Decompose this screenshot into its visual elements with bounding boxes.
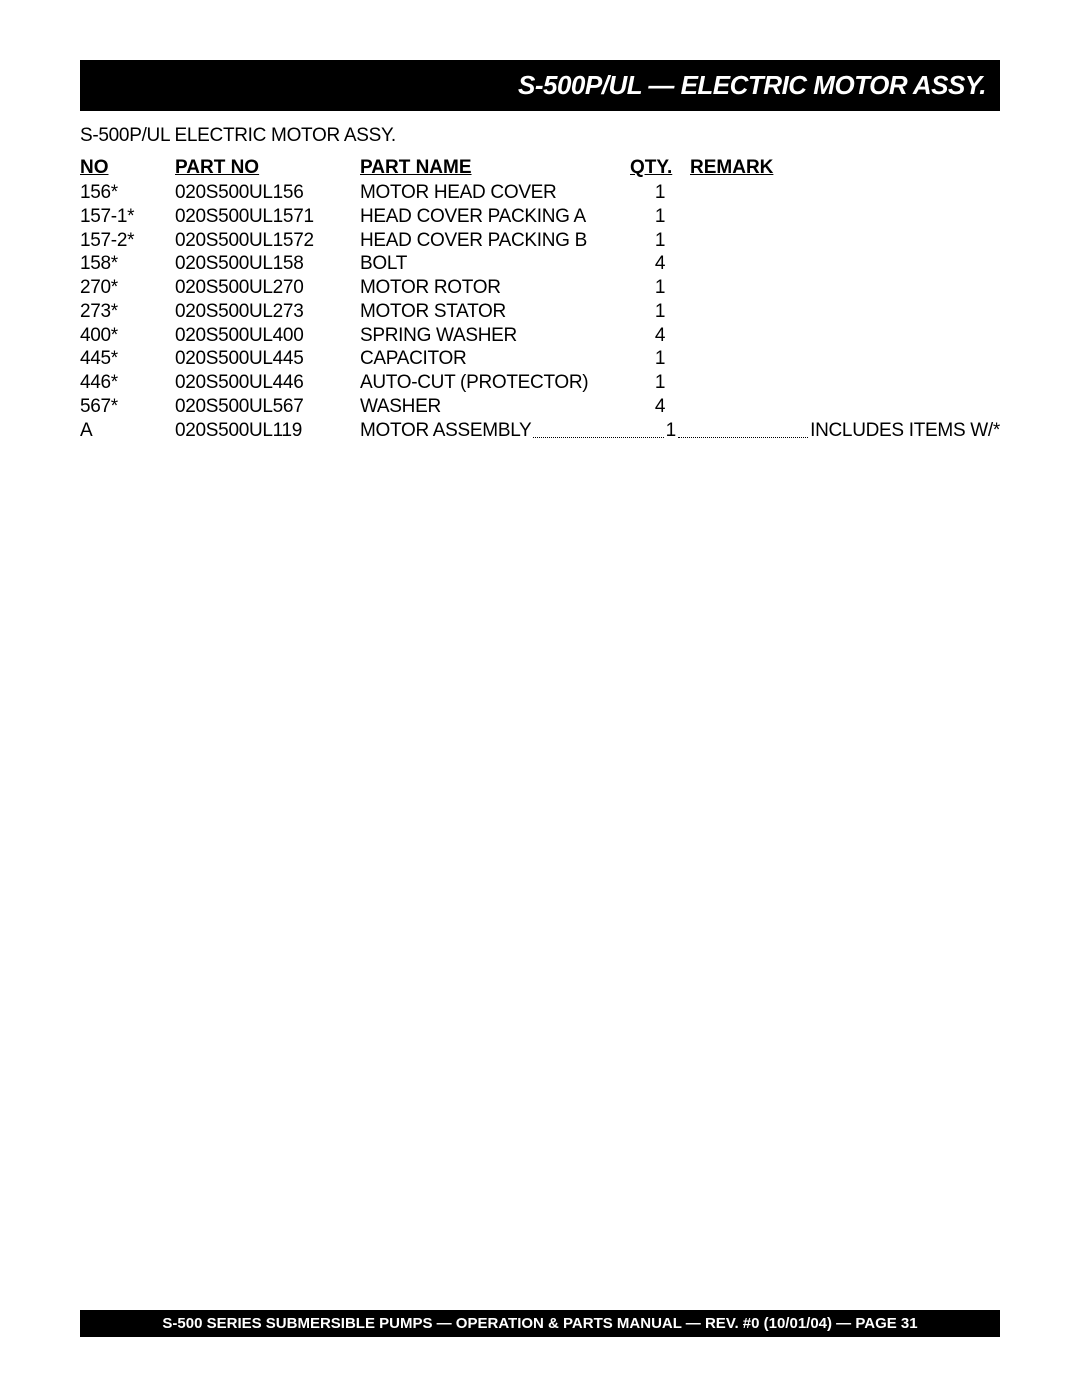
cell-part-no: 020S500UL445: [175, 347, 360, 371]
cell-no: 567*: [80, 395, 175, 419]
cell-remark: [690, 252, 1000, 276]
cell-part-no: 020S500UL270: [175, 276, 360, 300]
cell-remark: [690, 300, 1000, 324]
table-row: 157-2* 020S500UL1572 HEAD COVER PACKING …: [80, 229, 1000, 253]
cell-qty: 1: [630, 229, 690, 253]
col-header-remark: REMARK: [690, 157, 1000, 181]
col-header-part-no: PART NO: [175, 157, 360, 181]
cell-part-name: MOTOR ROTOR: [360, 276, 630, 300]
table-row: 445* 020S500UL445 CAPACITOR 1: [80, 347, 1000, 371]
cell-part-name: MOTOR ASSEMBLY: [360, 419, 531, 443]
cell-qty: 1: [630, 300, 690, 324]
footer-text: S-500 SERIES SUBMERSIBLE PUMPS — OPERATI…: [162, 1315, 917, 1332]
cell-no: 158*: [80, 252, 175, 276]
page-title-text: S-500P/UL — ELECTRIC MOTOR ASSY.: [518, 70, 986, 100]
cell-remark: [690, 181, 1000, 205]
table-row: 270* 020S500UL270 MOTOR ROTOR 1: [80, 276, 1000, 300]
cell-remark: [690, 229, 1000, 253]
table-row: 446* 020S500UL446 AUTO-CUT (PROTECTOR) 1: [80, 371, 1000, 395]
table-row: 273* 020S500UL273 MOTOR STATOR 1: [80, 300, 1000, 324]
cell-no: 446*: [80, 371, 175, 395]
cell-part-name: CAPACITOR: [360, 347, 630, 371]
cell-part-name: HEAD COVER PACKING B: [360, 229, 630, 253]
cell-remark: [690, 276, 1000, 300]
cell-remark: [690, 324, 1000, 348]
table-row: 156* 020S500UL156 MOTOR HEAD COVER 1: [80, 181, 1000, 205]
cell-part-no: 020S500UL119: [175, 419, 360, 443]
cell-no: 156*: [80, 181, 175, 205]
cell-part-no: 020S500UL400: [175, 324, 360, 348]
table-header-row: NO PART NO PART NAME QTY. REMARK: [80, 157, 1000, 181]
page-title-bar: S-500P/UL — ELECTRIC MOTOR ASSY.: [80, 60, 1000, 111]
cell-remark: [690, 347, 1000, 371]
cell-qty: 1: [630, 371, 690, 395]
cell-part-no: 020S500UL1572: [175, 229, 360, 253]
parts-table: NO PART NO PART NAME QTY. REMARK 156* 02…: [80, 157, 1000, 442]
col-header-no: NO: [80, 157, 175, 181]
table-row-last: A 020S500UL119 MOTOR ASSEMBLY 1 INCLUDES…: [80, 419, 1000, 443]
cell-qty: 4: [630, 324, 690, 348]
cell-no: 157-2*: [80, 229, 175, 253]
cell-part-name: AUTO-CUT (PROTECTOR): [360, 371, 630, 395]
cell-remark: [690, 205, 1000, 229]
cell-part-no: 020S500UL158: [175, 252, 360, 276]
cell-part-no: 020S500UL156: [175, 181, 360, 205]
cell-no: 445*: [80, 347, 175, 371]
cell-no: 157-1*: [80, 205, 175, 229]
table-row: 158* 020S500UL158 BOLT 4: [80, 252, 1000, 276]
leader-dots: [533, 415, 663, 439]
cell-no: A: [80, 419, 175, 443]
cell-part-no: 020S500UL273: [175, 300, 360, 324]
cell-part-name: SPRING WASHER: [360, 324, 630, 348]
cell-qty: 1: [630, 205, 690, 229]
leader-dots: [678, 415, 808, 439]
cell-qty: 1: [630, 276, 690, 300]
cell-no: 270*: [80, 276, 175, 300]
cell-remark: INCLUDES ITEMS W/*: [810, 419, 1000, 443]
col-header-qty: QTY.: [630, 157, 690, 181]
col-header-part-name: PART NAME: [360, 157, 630, 181]
cell-qty: 4: [630, 252, 690, 276]
cell-part-no: 020S500UL1571: [175, 205, 360, 229]
page: S-500P/UL — ELECTRIC MOTOR ASSY. S-500P/…: [0, 0, 1080, 442]
cell-remark: [690, 371, 1000, 395]
cell-part-name: BOLT: [360, 252, 630, 276]
cell-part-name: MOTOR STATOR: [360, 300, 630, 324]
cell-part-name: HEAD COVER PACKING A: [360, 205, 630, 229]
table-row: 157-1* 020S500UL1571 HEAD COVER PACKING …: [80, 205, 1000, 229]
cell-qty: 1: [630, 181, 690, 205]
cell-qty: 1: [666, 419, 676, 443]
subtitle: S-500P/UL ELECTRIC MOTOR ASSY.: [80, 125, 1000, 147]
cell-no: 273*: [80, 300, 175, 324]
cell-no: 400*: [80, 324, 175, 348]
cell-qty: 1: [630, 347, 690, 371]
cell-part-name: MOTOR HEAD COVER: [360, 181, 630, 205]
table-row: 400* 020S500UL400 SPRING WASHER 4: [80, 324, 1000, 348]
footer-bar: S-500 SERIES SUBMERSIBLE PUMPS — OPERATI…: [80, 1310, 1000, 1337]
cell-name-qty-remark: MOTOR ASSEMBLY 1 INCLUDES ITEMS W/*: [360, 419, 1000, 443]
cell-part-no: 020S500UL567: [175, 395, 360, 419]
cell-part-no: 020S500UL446: [175, 371, 360, 395]
